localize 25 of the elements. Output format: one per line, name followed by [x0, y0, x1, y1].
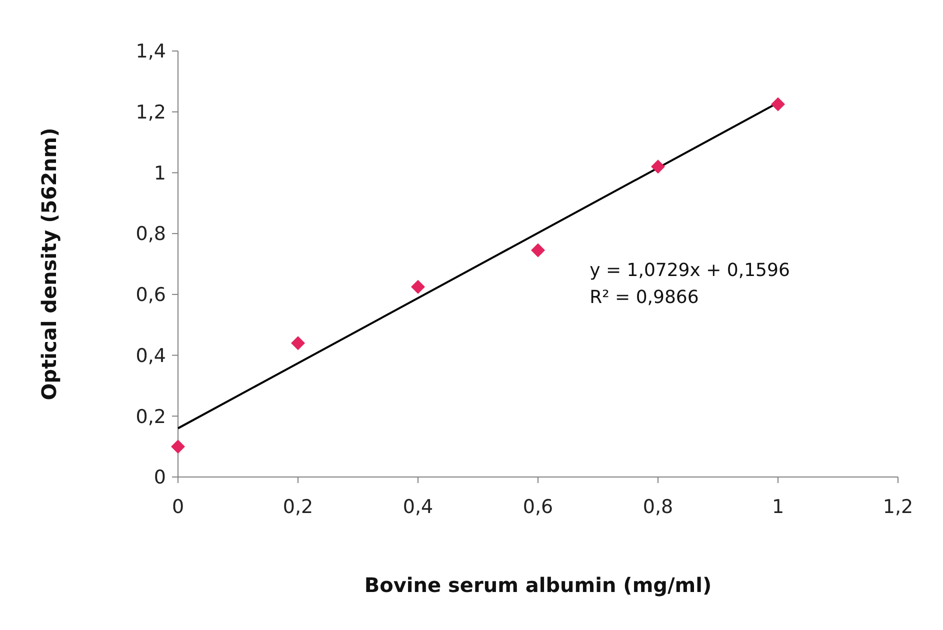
x-tick-label: 0: [172, 496, 184, 518]
point: [291, 336, 305, 350]
y-tick-label: 1,2: [136, 102, 166, 124]
x-axis-title: Bovine serum albumin (mg/ml): [364, 573, 712, 597]
y-tick-label: 0,2: [136, 406, 166, 428]
y-tick-label: 0: [154, 466, 166, 489]
x-tick-label: 0,2: [282, 496, 314, 518]
annotation: R² = 0,9866: [590, 287, 699, 308]
annotation: y = 1,0729x + 0,1596: [590, 260, 790, 282]
x-tick-label: 0,4: [402, 496, 434, 518]
y-tick-label: 0,4: [136, 344, 166, 367]
x-tick-label: 0,6: [522, 496, 554, 518]
point: [651, 160, 665, 174]
y-axis-title: Optical density (562nm): [37, 128, 61, 400]
y-tick-label: 1: [154, 162, 166, 184]
x-tick-label: 1,2: [882, 496, 914, 518]
x-tick-label: 0,8: [642, 496, 674, 518]
y-tick-label: 1,4: [136, 40, 166, 63]
y-tick-label: 0,6: [136, 284, 166, 306]
point: [411, 280, 425, 294]
x-tick-label: 1: [772, 496, 784, 518]
point: [531, 243, 545, 258]
point: [171, 440, 185, 454]
y-tick-label: 0,8: [136, 223, 166, 246]
point: [771, 97, 785, 112]
